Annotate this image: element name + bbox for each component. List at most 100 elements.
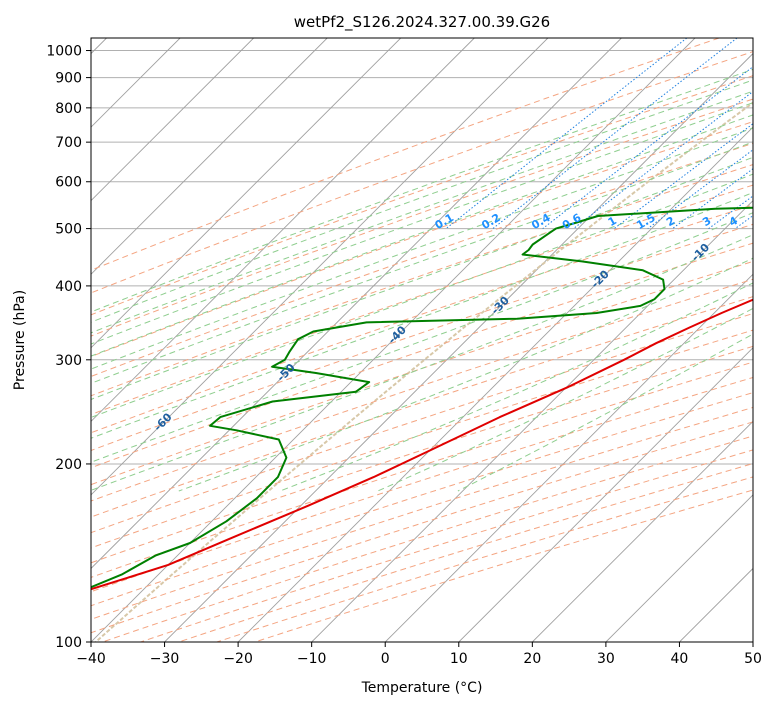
x-tick-label: 10: [450, 651, 468, 667]
isotherm-line: [91, 38, 402, 349]
isotherm-line: [91, 38, 549, 496]
moist-adiabat: [91, 234, 753, 491]
isotherm-line: [752, 641, 753, 642]
dry-adiabat: [102, 435, 753, 642]
moist-adiabat: [279, 282, 753, 492]
mixing-ratio-line: [708, 195, 753, 230]
dry-adiabat: [91, 361, 753, 578]
moist-adiabat: [91, 173, 753, 419]
y-tick-label: 700: [55, 135, 82, 151]
x-axis-ticks: −40 −30 −20 −10 0 10 20 30 40 50: [76, 642, 762, 667]
dry-adiabat: [91, 184, 753, 416]
mixing-ratio-line: [734, 214, 753, 230]
plot-area: 0.10.20.40.611.52346810131620253036-100-…: [23, 38, 775, 642]
moist-adiabat: [91, 127, 753, 370]
moist-adiabat: [91, 212, 753, 463]
dry-adiabat: [91, 223, 753, 452]
x-tick-label: 0: [381, 651, 390, 667]
x-tick-label: 50: [744, 651, 762, 667]
mixing-ratio-label: 2: [664, 214, 677, 229]
y-axis-ticks: 100 200 300 400 500 600 700 800 900 1000: [46, 44, 91, 651]
dry-adiabat: [91, 376, 753, 593]
dry-adiabat: [91, 329, 753, 549]
isotherm-line: [384, 273, 753, 642]
dewpoint-profile: [91, 206, 753, 589]
moist-adiabat: [91, 192, 753, 439]
y-tick-label: 800: [55, 101, 82, 117]
chart-title: wetPf2_S126.2024.327.00.39.G26: [294, 13, 550, 32]
moist-adiabat: [377, 307, 753, 492]
mixing-ratio-label: 1: [606, 214, 619, 229]
dry-adiabat: [91, 164, 753, 397]
profiles: [91, 206, 753, 591]
mixing-ratio-lines: [445, 38, 753, 230]
moist-adiabat: [457, 333, 753, 492]
isotherm-label: -30: [489, 294, 512, 317]
x-tick-label: 20: [523, 651, 541, 667]
dry-adiabats: [91, 38, 753, 642]
x-axis-label: Temperature (°C): [361, 680, 483, 696]
y-tick-label: 900: [55, 71, 82, 87]
y-tick-label: 200: [55, 457, 82, 473]
dry-adiabat: [91, 406, 753, 620]
mixing-ratio-label: 3: [700, 214, 713, 229]
isotherm-line: [91, 38, 254, 202]
y-tick-label: 500: [55, 222, 82, 238]
moist-adiabat: [91, 90, 753, 334]
moist-adiabat: [91, 68, 753, 313]
dry-adiabat: [91, 421, 753, 634]
moist-adiabat: [178, 257, 753, 492]
mixing-ratio-label: 4: [727, 214, 740, 229]
isotherm-label: -70: [23, 465, 46, 488]
x-tick-label: −40: [76, 651, 106, 667]
plot-frame: [90, 37, 754, 643]
dry-adiabat: [91, 242, 753, 469]
y-tick-label: 1000: [46, 44, 82, 60]
dry-adiabat: [91, 121, 753, 358]
moist-adiabats: [91, 68, 753, 492]
isotherm-line: [91, 38, 475, 422]
dry-adiabat: [91, 98, 753, 337]
dry-adiabat: [91, 38, 720, 271]
moist-adiabat: [91, 102, 753, 345]
y-tick-label: 300: [55, 353, 82, 369]
isotherm-line: [605, 494, 753, 642]
x-tick-label: −30: [150, 651, 180, 667]
isotherm-line: [679, 567, 753, 642]
y-tick-label: 100: [55, 635, 82, 651]
isotherm-line: [458, 347, 753, 642]
reference-curve: [95, 101, 753, 642]
mixing-ratio-line: [445, 38, 688, 229]
y-axis-label: Pressure (hPa): [12, 290, 28, 390]
moist-adiabat: [91, 141, 753, 384]
x-tick-label: −10: [297, 651, 327, 667]
y-tick-label: 600: [55, 175, 82, 191]
isotherm-line: [311, 200, 753, 642]
dry-adiabat: [91, 392, 753, 607]
x-tick-label: 30: [597, 651, 615, 667]
isotherm-label: -40: [386, 323, 409, 346]
dry-adiabat: [91, 142, 753, 377]
moist-adiabat: [91, 79, 753, 323]
temperature-profile: [91, 298, 753, 591]
moist-adiabat: [91, 114, 753, 357]
y-tick-label: 400: [55, 279, 82, 295]
dry-adiabat: [254, 489, 753, 642]
mixing-ratio-label: 6: [766, 214, 775, 229]
isotherm-line: [164, 52, 753, 642]
dry-adiabat: [91, 260, 753, 486]
x-tick-label: −20: [223, 651, 253, 667]
dry-adiabat: [216, 476, 753, 642]
mixing-ratio-line: [573, 90, 753, 229]
dry-adiabat: [91, 204, 753, 434]
isotherm-line: [532, 420, 753, 642]
mixing-ratio-line: [492, 38, 738, 229]
x-tick-label: 40: [671, 651, 689, 667]
moist-adiabat: [91, 156, 753, 400]
dry-adiabat: [178, 463, 753, 642]
mixing-ratio-line: [647, 149, 753, 229]
isotherm-line: [91, 38, 622, 570]
dry-adiabat: [91, 345, 753, 564]
mixing-ratio-line: [672, 168, 753, 230]
